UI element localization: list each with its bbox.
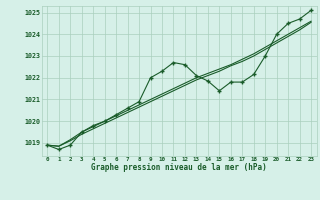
X-axis label: Graphe pression niveau de la mer (hPa): Graphe pression niveau de la mer (hPa) [91, 163, 267, 172]
